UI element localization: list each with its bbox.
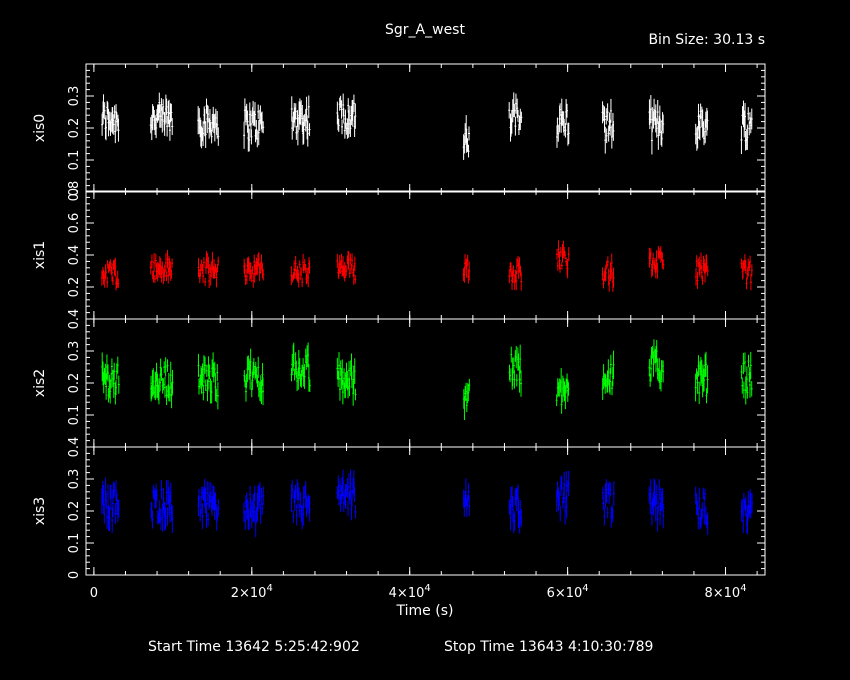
panel-xis3: 0 0.1 0.2 0.3 0.4 xis3: [32, 437, 766, 579]
x-tick-label: 4×104: [389, 583, 431, 601]
y-tick-label: 0.2: [67, 277, 82, 298]
x-axis-label: Time (s): [396, 603, 454, 619]
panel-xis2: 0.1 0.2 0.3 0.4 xis2: [32, 309, 766, 448]
panel-xis1: 0.2 0.4 0.6 0.8 xis1: [32, 181, 766, 320]
plot-panels: 00.10.20.3xis00.20.40.60.8xis10.10.20.30…: [32, 63, 766, 601]
chart-title: Sgr_A_west: [385, 22, 465, 38]
series-xis2: [101, 339, 753, 420]
y-tick-label: 0.2: [67, 118, 82, 139]
series-xis1: [100, 240, 753, 292]
x-tick-label: 6×104: [547, 583, 589, 601]
y-tick-label: 0.3: [67, 469, 82, 490]
panel-xis0: 0 0.1 0.2 0.3 xis0: [32, 63, 766, 196]
y-tick-label: 0.4: [67, 437, 82, 458]
y-tick-label: 0.6: [67, 213, 82, 234]
y-tick-label: 0.3: [67, 86, 82, 107]
y-tick-label: 0.2: [67, 501, 82, 522]
y-axis-label: xis1: [32, 241, 48, 269]
y-tick-label: 0.3: [67, 341, 82, 362]
y-tick-label: 0: [67, 571, 82, 579]
y-tick-label: 0.2: [67, 373, 82, 394]
series-xis3: [100, 469, 753, 538]
y-axis-label: xis0: [32, 114, 48, 142]
footer-stop-time: Stop Time 13643 4:10:30:789: [444, 639, 653, 655]
y-axis-label: xis2: [32, 369, 48, 397]
x-tick-label: 8×104: [704, 583, 746, 601]
y-tick-label: 0.1: [67, 533, 82, 554]
footer-start-time: Start Time 13642 5:25:42:902: [148, 639, 360, 655]
y-tick-label: 0: [67, 188, 82, 196]
panel-frame: [85, 318, 766, 448]
x-tick-label: 0: [90, 586, 98, 601]
series-xis0: [101, 92, 753, 160]
x-tick-label: 2×104: [231, 583, 273, 601]
panel-frame: [85, 190, 766, 320]
bin-size-label: Bin Size: 30.13 s: [648, 32, 765, 48]
y-tick-label: 0.8: [67, 181, 82, 202]
y-tick-label: 0.1: [67, 405, 82, 426]
y-tick-label: 0.1: [67, 150, 82, 171]
y-axis-label: xis3: [32, 497, 48, 525]
y-tick-label: 0.4: [67, 245, 82, 266]
y-tick-label: 0.4: [67, 309, 82, 330]
